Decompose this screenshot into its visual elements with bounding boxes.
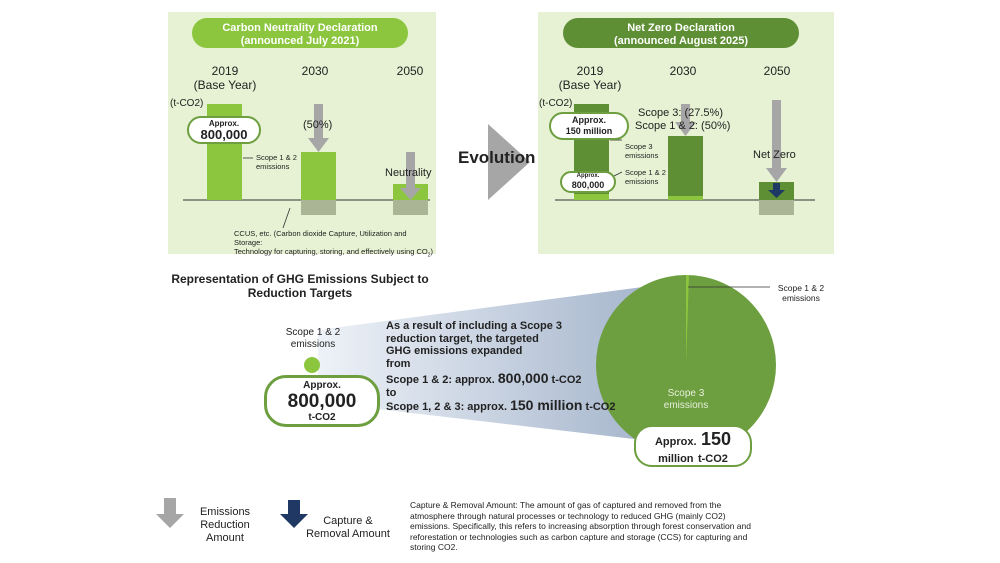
left-neutrality-label: Neutrality (385, 167, 432, 179)
right-year-2050: 2050 (763, 64, 791, 78)
small-scope12-circle (304, 357, 320, 373)
left-reduction-pct: (50%) (303, 119, 333, 131)
left-year-2030: 2030 (301, 64, 329, 78)
expansion-funnel (318, 282, 680, 442)
left-reduction-arrow-2050 (400, 152, 421, 200)
legend-reduction-arrow-icon (156, 498, 184, 528)
carbon-neutrality-title: Carbon Neutrality Declaration (announced… (192, 18, 408, 48)
left-unit-label: (t-CO2) (170, 98, 204, 109)
left-bar-2030 (301, 152, 336, 200)
legend-capture-arrow-icon (280, 500, 308, 528)
small-scope12-value-bubble: Approx. 800,000 t-CO2 (264, 375, 380, 427)
left-year-2050: 2050 (396, 64, 424, 78)
left-approx-bubble: Approx. 800,000 (187, 116, 261, 144)
right-reduction-arrow-2030 (675, 104, 696, 136)
net-zero-title: Net Zero Declaration (announced August 2… (563, 18, 799, 48)
evolution-arrow (488, 124, 530, 200)
right-approx-small-bubble: Approx. 800,000 (560, 171, 616, 193)
right-year-2019: 2019 (Base Year) (558, 64, 622, 92)
right-approx-bubble: Approx. 150 million (549, 112, 629, 140)
ccus-description: CCUS, etc. (Carbon dioxide Capture, Util… (234, 229, 433, 259)
legend-reduction-label: Emissions Reduction Amount (199, 506, 251, 544)
right-scope12-label: Scope 1 & 2 emissions (625, 168, 666, 186)
capture-removal-definition: Capture & Removal Amount: The amount of … (410, 500, 751, 552)
left-ccus-leader (282, 207, 291, 229)
small-scope12-label: Scope 1 & 2 emissions (285, 327, 341, 350)
expansion-explanation: As a result of including a Scope 3 reduc… (386, 320, 616, 413)
pie-scope12-label: Scope 1 & 2 emissions (777, 283, 825, 303)
right-scope-pct: Scope 3: (27.5%) Scope 1 & 2: (50%) (635, 107, 731, 132)
right-net-zero-label: Net Zero (753, 149, 796, 161)
right-year-2030: 2030 (669, 64, 697, 78)
left-year-2019: 2019 (Base Year) (193, 64, 257, 92)
left-reduction-arrow-2030 (308, 104, 329, 152)
right-scope3-label: Scope 3 emissions (625, 142, 659, 160)
right-bar-2019-scope12 (574, 194, 609, 200)
legend-capture-label: Capture & Removal Amount (306, 515, 390, 540)
right-bar-2030-scope3 (668, 136, 703, 200)
left-ccus-2030 (301, 200, 336, 215)
big-scope3-value-bubble: Approx. 150 million t-CO2 (634, 425, 752, 467)
ghg-representation-heading: Representation of GHG Emissions Subject … (171, 272, 429, 300)
right-bar-2030-scope12 (668, 196, 703, 200)
pie-scope3-label: Scope 3 emissions (663, 388, 709, 411)
right-capture-arrow-2050 (768, 183, 785, 198)
left-scope12-label: Scope 1 & 2 emissions (256, 153, 297, 171)
left-ccus-2050 (393, 200, 428, 215)
right-reduction-arrow-2050 (766, 100, 787, 182)
evolution-label: Evolution (458, 148, 536, 167)
pie-scope12-slice (686, 275, 689, 365)
right-removal-2050 (759, 200, 794, 215)
right-unit-label: (t-CO2) (539, 98, 573, 109)
